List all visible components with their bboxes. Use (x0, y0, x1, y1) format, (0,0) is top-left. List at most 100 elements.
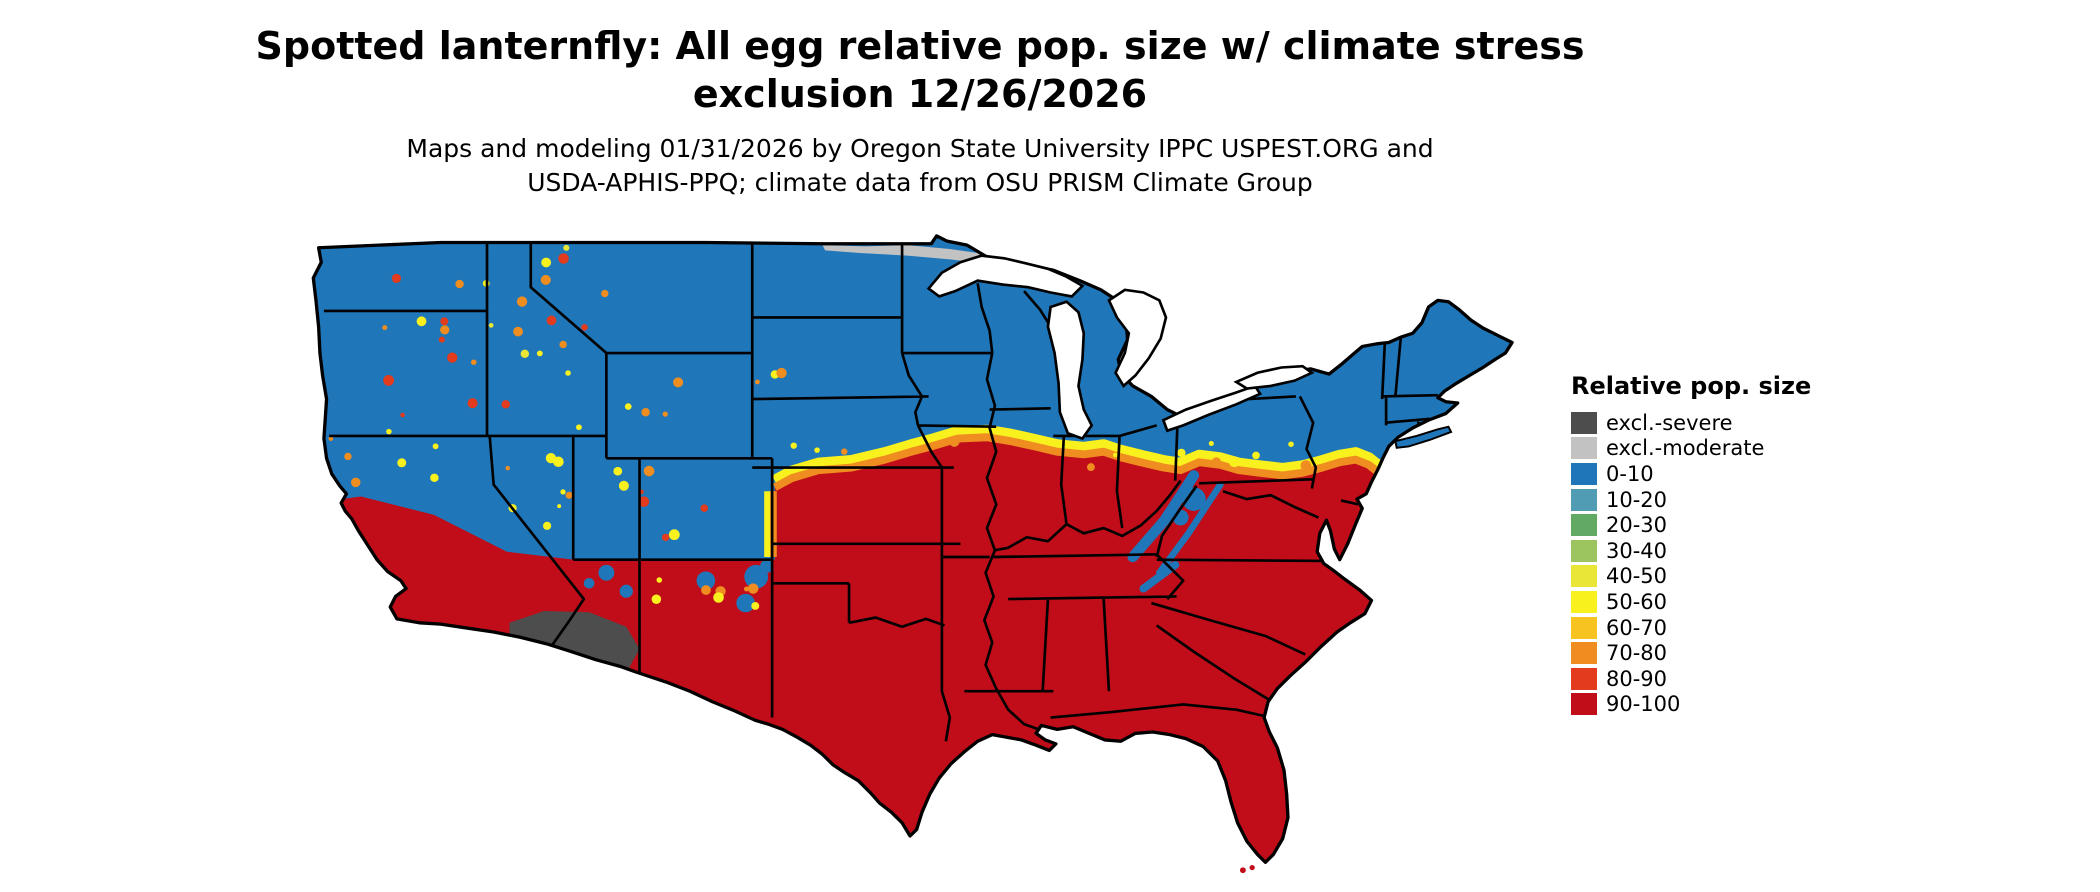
lake-michigan (1046, 300, 1094, 441)
map-speckle (744, 586, 750, 592)
map-speckle (541, 257, 552, 268)
map-speckle (662, 411, 668, 417)
legend-item: 50-60 (1571, 589, 1831, 615)
map-speckle (1228, 456, 1240, 468)
florida-keys-dot (1239, 867, 1246, 874)
map-speckle (501, 400, 510, 409)
page-title-line2: exclusion 12/26/2026 (692, 72, 1148, 116)
map-speckle (520, 349, 530, 359)
map-speckle (565, 370, 571, 376)
legend-label: 90-100 (1606, 692, 1681, 717)
legend-swatch (1571, 616, 1597, 639)
map-speckle (536, 350, 543, 357)
map-speckle-layer (327, 244, 1322, 610)
legend-swatch (1571, 514, 1597, 537)
map-speckle (344, 452, 352, 461)
map-speckle (516, 296, 528, 307)
map-speckle (391, 273, 402, 284)
map-speckle (559, 340, 567, 349)
lake-ontario (1233, 364, 1315, 390)
map-speckle (488, 323, 494, 328)
map-speckle (440, 325, 450, 335)
legend-label: 10-20 (1606, 487, 1668, 512)
map-speckle (576, 424, 582, 431)
legend-swatch (1571, 565, 1597, 588)
map-speckle (545, 453, 557, 464)
legend-swatch (1571, 488, 1597, 511)
arizona-blue-patch (598, 564, 615, 581)
map-speckle (755, 379, 760, 385)
legend-label: 20-30 (1606, 513, 1668, 538)
map-speckle (668, 529, 680, 541)
map-speckle (1177, 448, 1186, 458)
map-speckle (563, 244, 570, 251)
map-speckle (751, 602, 760, 610)
map-speckle (383, 374, 395, 386)
legend-swatch (1571, 539, 1597, 562)
map-speckle (1208, 441, 1214, 447)
map-speckle (1300, 460, 1312, 472)
map-speckle (601, 289, 609, 298)
map-speckle (949, 436, 960, 447)
map-speckle (565, 491, 573, 499)
map-speckle (790, 442, 797, 449)
map-speckle (432, 443, 439, 450)
map-speckle (397, 458, 407, 468)
map-speckle (661, 533, 670, 542)
new-mexico-blue-patch (760, 559, 774, 573)
map-speckle (438, 336, 445, 343)
legend-label: excl.-moderate (1606, 436, 1765, 461)
legend-item: 80-90 (1571, 666, 1831, 692)
map-speckle (841, 448, 848, 455)
us-choropleth-map (311, 234, 1514, 874)
legend-item: 70-80 (1571, 640, 1831, 666)
appalachian-blue-streak-1 (1127, 470, 1200, 563)
lake-superior (926, 254, 1085, 298)
map-speckle (400, 412, 405, 418)
map-speckle (713, 592, 724, 603)
legend-swatch (1571, 411, 1597, 434)
legend-label: 70-80 (1606, 641, 1668, 666)
map-speckle (651, 594, 662, 604)
map-speckle (1211, 457, 1222, 467)
map-speckle (581, 324, 588, 331)
legend-item: 0-10 (1571, 461, 1831, 487)
map-speckle (386, 428, 392, 435)
map-speckle (701, 585, 711, 595)
new-mexico-blue-patch (736, 593, 755, 613)
map-speckle (1086, 463, 1095, 472)
map-speckle (814, 447, 820, 453)
map-speckle (656, 577, 663, 583)
map-speckle (641, 408, 650, 417)
sierra-nevada-blue-streak (434, 448, 504, 534)
us-map-container (308, 228, 1528, 886)
legend-item: 30-40 (1571, 538, 1831, 564)
legend-swatch (1571, 693, 1597, 716)
map-speckle (643, 465, 655, 477)
legend-label: 80-90 (1606, 666, 1668, 691)
map-speckle (776, 367, 787, 379)
map-speckle (328, 436, 334, 441)
map-speckle (1112, 452, 1118, 458)
map-speckle (624, 403, 632, 410)
legend-label: 0-10 (1606, 461, 1654, 486)
legend-item: excl.-severe (1571, 410, 1831, 436)
map-speckle (470, 359, 477, 365)
long-island (1394, 425, 1453, 449)
legend-swatch (1571, 437, 1597, 460)
legend-label: 60-70 (1606, 615, 1668, 640)
arizona-blue-patch (619, 584, 633, 598)
great-lakes (926, 254, 1315, 441)
map-speckle (638, 496, 650, 507)
map-speckle (430, 473, 439, 482)
arizona-blue-patch (583, 578, 595, 589)
west-virginia-blue-patch (1181, 487, 1206, 511)
map-speckle (513, 326, 523, 337)
subtitle-line2: USDA-APHIS-PPQ; climate data from OSU PR… (527, 168, 1313, 197)
legend-item: 10-20 (1571, 487, 1831, 513)
legend-label: 50-60 (1606, 589, 1668, 614)
map-speckle (546, 315, 557, 326)
map-speckle (747, 583, 759, 594)
map-speckle (467, 398, 478, 409)
legend-item: 40-50 (1571, 564, 1831, 590)
